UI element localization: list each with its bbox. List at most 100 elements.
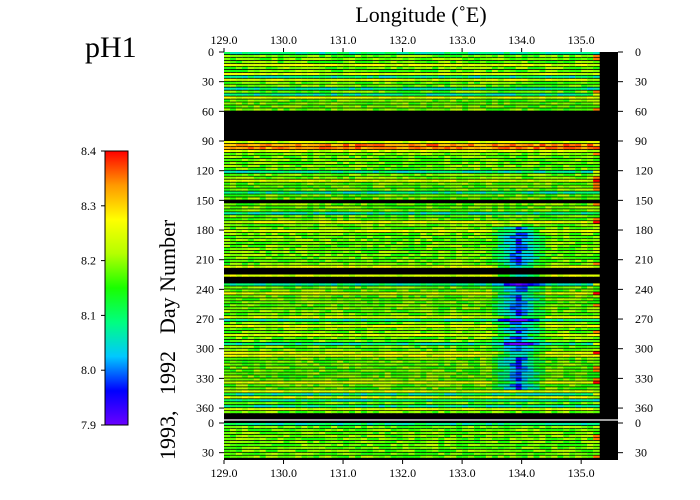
heatmap-cell xyxy=(474,212,481,215)
heatmap-cell xyxy=(402,236,410,239)
heatmap-cell xyxy=(527,227,535,230)
heatmap-cell xyxy=(307,161,314,164)
heatmap-cell xyxy=(241,230,249,233)
heatmap-cell xyxy=(474,155,481,158)
heatmap-cell xyxy=(593,90,600,93)
heatmap-cell xyxy=(575,250,582,253)
heatmap-cell xyxy=(390,60,398,64)
heatmap-cell xyxy=(349,236,356,239)
heatmap-cell xyxy=(539,292,547,295)
heatmap-cell xyxy=(438,179,445,182)
heatmap-cell xyxy=(539,155,547,158)
heatmap-cell xyxy=(402,203,410,206)
heatmap-cell xyxy=(271,310,279,313)
heatmap-cell xyxy=(224,238,231,242)
heatmap-cell xyxy=(521,99,529,102)
heatmap-cell xyxy=(366,304,374,307)
heatmap-cell xyxy=(408,209,416,212)
heatmap-cell xyxy=(372,149,380,153)
heatmap-cell xyxy=(307,149,314,153)
heatmap-cell xyxy=(503,90,511,93)
heatmap-cell xyxy=(224,90,231,93)
heatmap-cell xyxy=(378,265,386,268)
heatmap-cell xyxy=(355,96,362,99)
heatmap-cell xyxy=(491,230,499,233)
heatmap-cell xyxy=(235,182,243,185)
heatmap-cell xyxy=(283,230,291,233)
heatmap-cell xyxy=(497,176,505,179)
heatmap-cell xyxy=(384,304,392,307)
heatmap-cell xyxy=(396,66,404,69)
heatmap-cell xyxy=(438,218,445,221)
heatmap-cell xyxy=(331,158,338,161)
heatmap-cell xyxy=(551,316,558,319)
heatmap-cell xyxy=(539,66,547,69)
heatmap-cell xyxy=(235,274,243,277)
heatmap-cell xyxy=(349,87,356,90)
heatmap-cell xyxy=(462,176,469,179)
heatmap-cell xyxy=(587,274,594,277)
heatmap-cell xyxy=(593,286,600,289)
heatmap-cell xyxy=(301,206,308,209)
heatmap-cell xyxy=(265,63,273,67)
heatmap-cell xyxy=(569,93,576,96)
heatmap-cell xyxy=(301,84,308,87)
heatmap-cell xyxy=(337,60,344,64)
heatmap-cell xyxy=(444,75,451,78)
heatmap-cell xyxy=(390,96,398,99)
heatmap-cell xyxy=(378,55,386,58)
heatmap-cell xyxy=(509,301,517,304)
heatmap-cell xyxy=(319,292,326,295)
heatmap-cell xyxy=(259,155,267,158)
heatmap-cell xyxy=(355,194,362,197)
heatmap-cell xyxy=(289,203,297,206)
heatmap-cell xyxy=(456,289,463,292)
heatmap-cell xyxy=(450,253,457,256)
heatmap-cell xyxy=(241,310,249,313)
heatmap-cell xyxy=(331,102,338,105)
heatmap-cell xyxy=(313,233,320,236)
heatmap-cell xyxy=(462,307,469,310)
heatmap-cell xyxy=(497,179,505,182)
heatmap-cell xyxy=(253,72,261,75)
heatmap-cell xyxy=(319,289,326,292)
heatmap-cell xyxy=(503,72,511,75)
heatmap-cell xyxy=(390,301,398,304)
heatmap-cell xyxy=(420,197,427,200)
heatmap-cell xyxy=(497,221,505,224)
heatmap-cell xyxy=(319,69,326,72)
heatmap-cell xyxy=(593,298,600,301)
heatmap-cell xyxy=(331,221,338,224)
heatmap-cell xyxy=(283,141,291,144)
heatmap-cell xyxy=(491,253,499,256)
heatmap-cell xyxy=(491,322,499,325)
heatmap-cell xyxy=(539,141,547,144)
heatmap-cell xyxy=(301,69,308,72)
heatmap-cell xyxy=(485,250,493,253)
heatmap-cell xyxy=(360,322,368,325)
heatmap-cell xyxy=(462,144,469,147)
heatmap-cell xyxy=(230,325,237,328)
heatmap-cell xyxy=(509,155,517,158)
heatmap-cell xyxy=(420,69,427,72)
heatmap-cell xyxy=(378,191,386,194)
heatmap-cell xyxy=(408,108,416,111)
heatmap-cell xyxy=(587,218,594,221)
heatmap-cell xyxy=(474,170,481,173)
heatmap-cell xyxy=(319,203,326,206)
heatmap-cell xyxy=(325,60,332,64)
heatmap-cell xyxy=(474,179,481,182)
heatmap-cell xyxy=(230,247,237,250)
heatmap-cell xyxy=(539,55,547,58)
heatmap-cell xyxy=(426,63,433,67)
heatmap-cell xyxy=(224,327,231,331)
heatmap-cell xyxy=(539,52,547,55)
heatmap-cell xyxy=(593,69,600,72)
heatmap-cell xyxy=(545,274,552,277)
heatmap-cell xyxy=(426,224,433,227)
heatmap-cell xyxy=(355,313,362,316)
heatmap-cell xyxy=(378,203,386,206)
heatmap-cell xyxy=(355,244,362,248)
heatmap-cell xyxy=(485,194,493,197)
heatmap-cell xyxy=(485,206,493,209)
